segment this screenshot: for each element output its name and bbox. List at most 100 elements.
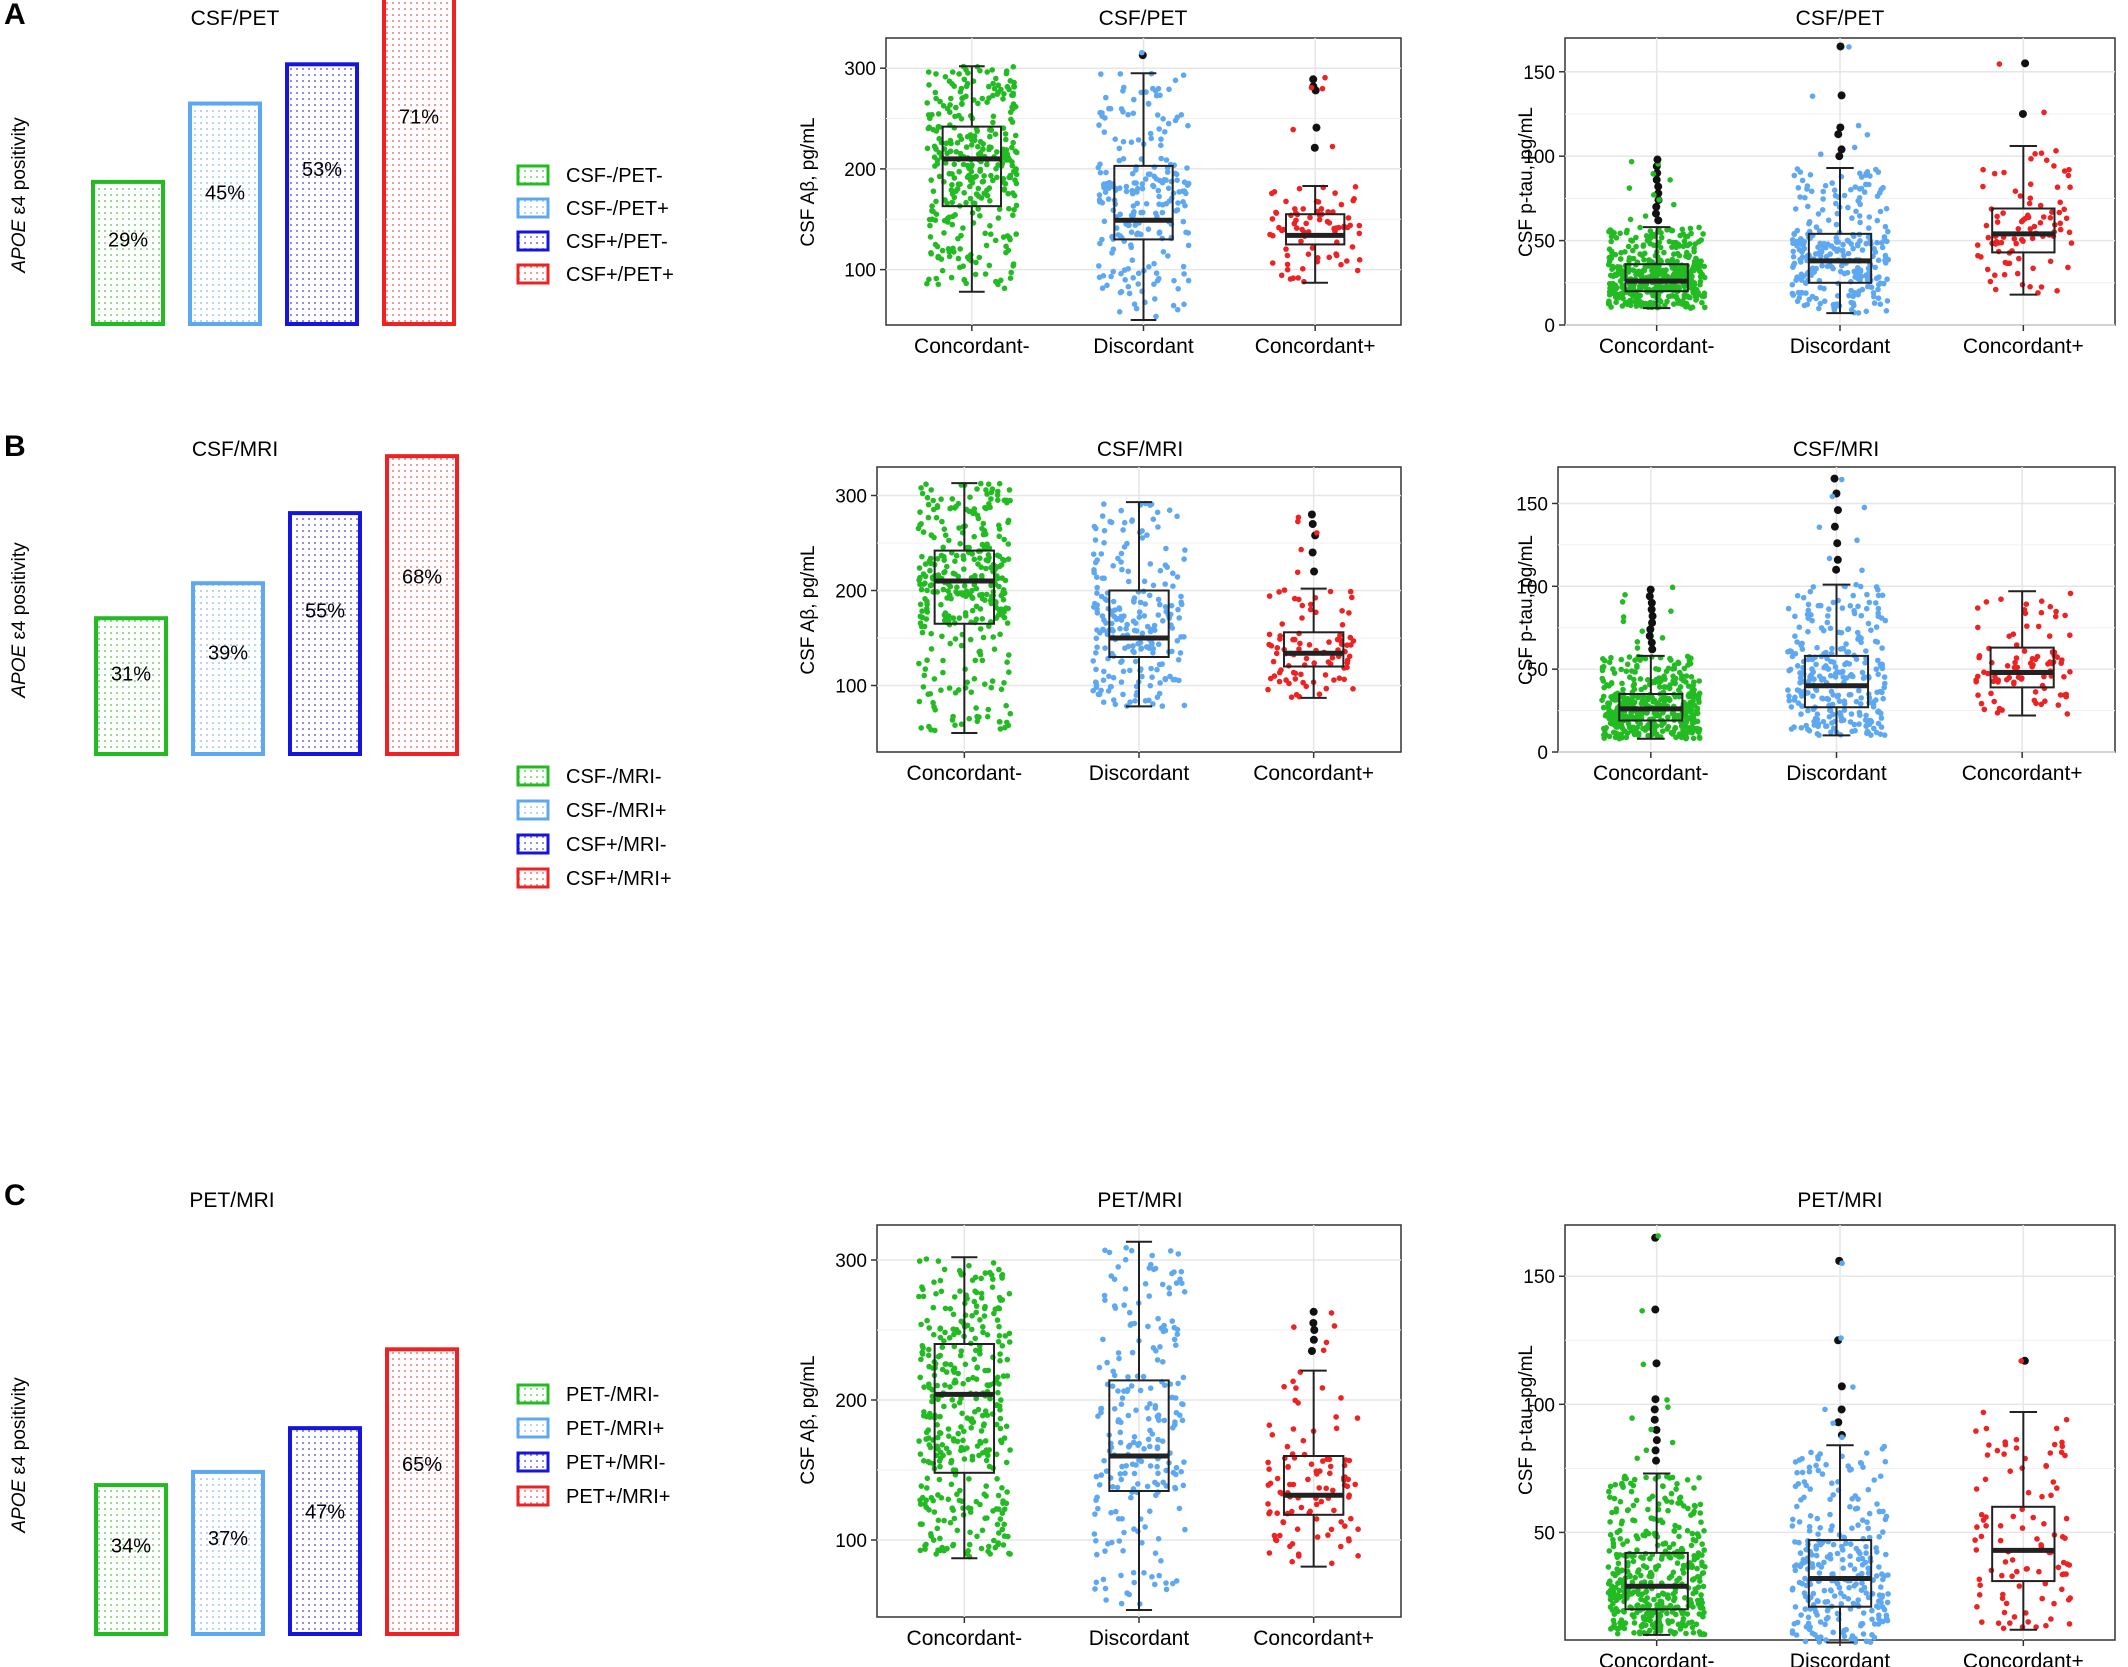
data-point [1657, 244, 1664, 251]
data-point [1813, 661, 1819, 668]
data-point [957, 89, 964, 95]
outlier-point [1835, 152, 1844, 161]
data-point [967, 183, 973, 190]
y-tick-label: 200 [835, 582, 867, 603]
data-point [1133, 180, 1139, 186]
data-point [2062, 1452, 2068, 1459]
outlier-point [1309, 75, 1318, 84]
data-point [1807, 1486, 1813, 1492]
bar-value-label: 39% [208, 643, 248, 665]
data-point [1849, 1633, 1856, 1639]
data-point [1271, 673, 1278, 679]
data-point [1355, 1526, 1361, 1532]
data-point [1318, 206, 1325, 212]
data-point [1684, 1527, 1691, 1534]
data-point [970, 510, 976, 517]
data-point [2051, 1600, 2057, 1607]
data-point [1147, 682, 1154, 689]
data-point [1291, 1324, 1297, 1330]
data-point [957, 181, 963, 187]
data-point [1110, 563, 1116, 569]
data-point [1613, 299, 1619, 306]
data-point [1156, 230, 1163, 236]
data-point [1834, 210, 1841, 217]
data-point [1835, 692, 1842, 699]
data-point [945, 1426, 952, 1432]
data-point [1620, 686, 1626, 693]
data-point [1313, 1501, 1320, 1508]
data-point [1792, 206, 1799, 212]
data-point [967, 636, 974, 643]
data-point [1809, 1552, 1815, 1558]
bar-value-label: 37% [208, 1528, 248, 1550]
data-point [983, 591, 990, 598]
data-point [1006, 487, 1013, 493]
data-point [1884, 276, 1890, 283]
outlier-point [1837, 1382, 1846, 1391]
data-point [943, 1361, 949, 1367]
data-point [1116, 1355, 1122, 1362]
box [933, 549, 996, 625]
data-point [1865, 1525, 1871, 1532]
data-point [1843, 1540, 1849, 1547]
data-point [1630, 1502, 1637, 1509]
data-point [1814, 1515, 1821, 1522]
data-point [1605, 1564, 1612, 1570]
data-point [1681, 283, 1688, 290]
data-point [1092, 1511, 1098, 1517]
data-point [1316, 216, 1323, 223]
legend-label: PET-/MRI- [566, 1384, 659, 1406]
data-point [1135, 137, 1142, 143]
data-point [1619, 282, 1626, 288]
data-point [1003, 605, 1009, 611]
data-point [1165, 120, 1172, 127]
data-point [1626, 185, 1633, 191]
data-point [1664, 1610, 1670, 1617]
data-point [1102, 115, 1108, 121]
data-point [1853, 698, 1860, 705]
data-point [1112, 136, 1118, 142]
data-point [1833, 221, 1840, 228]
data-point [1126, 1309, 1133, 1316]
data-point [1857, 219, 1863, 226]
data-point [997, 1297, 1004, 1303]
data-point [1876, 274, 1882, 280]
data-point [969, 607, 976, 614]
data-point [1109, 626, 1115, 633]
data-point [1289, 1541, 1296, 1547]
data-point [2038, 1542, 2044, 1548]
data-point [1865, 1565, 1871, 1571]
data-point [2054, 184, 2061, 190]
data-point [2067, 184, 2073, 190]
data-point [2064, 1561, 2070, 1567]
data-point [1610, 729, 1617, 736]
data-point [1010, 139, 1016, 146]
data-point [996, 607, 1003, 613]
data-point [979, 657, 986, 664]
chart-title: CSF/PET [1099, 7, 1188, 30]
data-point [1620, 1541, 1626, 1547]
box [1991, 1505, 2056, 1583]
data-point [1159, 209, 1166, 216]
outlier-point [1307, 1347, 1316, 1355]
data-point [1004, 1356, 1011, 1363]
data-point [1139, 185, 1146, 192]
data-point [1627, 216, 1634, 223]
data-point [1668, 608, 1674, 614]
data-point [998, 686, 1005, 693]
data-point [1885, 1591, 1891, 1597]
data-point [950, 1367, 957, 1373]
data-point [1631, 686, 1638, 692]
data-point [1115, 1264, 1121, 1270]
data-point [1314, 530, 1320, 536]
legend-label: CSF-/MRI- [566, 766, 662, 788]
data-point [985, 706, 992, 713]
data-point [930, 188, 937, 194]
data-point [1683, 1630, 1689, 1637]
data-point [1834, 248, 1840, 254]
data-point [1599, 664, 1606, 671]
bar [91, 179, 165, 326]
data-point [1883, 254, 1889, 261]
data-point [926, 276, 932, 283]
data-point [1338, 1395, 1344, 1401]
